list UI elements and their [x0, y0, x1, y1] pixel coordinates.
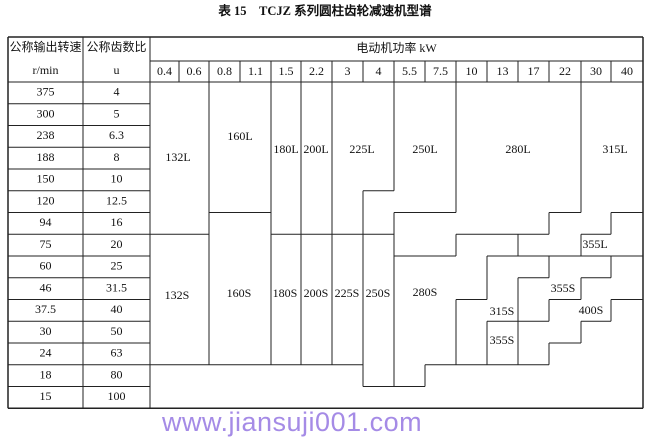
model-label: 355L	[582, 237, 607, 251]
model-label: 280S	[413, 285, 438, 299]
ratio-cell: 25	[111, 259, 123, 273]
model-label: 315L	[602, 142, 627, 156]
power-column-header: 17	[528, 64, 540, 78]
power-column-header: 1.1	[248, 64, 263, 78]
table-title: 表 15 TCJZ 系列圆柱齿轮减速机型谱	[217, 3, 432, 18]
power-column-header: 4	[376, 64, 382, 78]
power-column-header: 0.8	[217, 64, 232, 78]
power-column-header: 2.2	[309, 64, 324, 78]
watermark: www.jiansuji001.com	[162, 407, 423, 437]
speed-header: 公称输出转速	[9, 39, 81, 54]
model-label: 180S	[273, 286, 298, 300]
power-column-header: 22	[559, 64, 571, 78]
model-label: 355S	[490, 333, 515, 347]
model-label: 132L	[165, 150, 190, 164]
model-label: 280L	[505, 142, 530, 156]
model-label: 225S	[335, 286, 360, 300]
speed-cell: 60	[40, 259, 52, 273]
speed-cell: 94	[40, 215, 52, 229]
model-label: 250S	[366, 286, 391, 300]
model-label: 315S	[490, 304, 515, 318]
speed-cell: 15	[40, 389, 52, 403]
power-column-header: 0.4	[157, 64, 172, 78]
speed-cell: 120	[37, 193, 55, 207]
speed-cell: 75	[40, 237, 52, 251]
power-column-header: 13	[497, 64, 509, 78]
model-label: 132S	[165, 288, 190, 302]
speed-cell: 300	[37, 106, 55, 120]
speed-cell: 188	[37, 150, 55, 164]
speed-cell: 238	[37, 128, 55, 142]
ratio-cell: 20	[111, 237, 123, 251]
ratio-cell: 12.5	[106, 193, 127, 207]
ratio-cell: 50	[111, 324, 123, 338]
model-label: 200L	[303, 142, 328, 156]
ratio-unit: u	[114, 63, 120, 77]
power-column-header: 1.5	[279, 64, 294, 78]
power-column-header: 30	[590, 64, 602, 78]
speed-cell: 18	[40, 367, 52, 381]
power-column-header: 5.5	[402, 64, 417, 78]
ratio-cell: 4	[114, 85, 120, 99]
power-column-header: 10	[466, 64, 478, 78]
model-label: 400S	[579, 303, 604, 317]
model-label: 180L	[273, 142, 298, 156]
ratio-cell: 16	[111, 215, 123, 229]
ratio-cell: 8	[114, 150, 120, 164]
power-column-header: 0.6	[187, 64, 202, 78]
ratio-cell: 5	[114, 106, 120, 120]
model-label: 355S	[551, 281, 576, 295]
power-column-header: 40	[621, 64, 633, 78]
ratio-cell: 80	[111, 367, 123, 381]
power-column-header: 3	[345, 64, 351, 78]
model-label: 250L	[412, 142, 437, 156]
model-label: 160L	[227, 129, 252, 143]
speed-cell: 37.5	[35, 302, 56, 316]
speed-cell: 30	[40, 324, 52, 338]
power-header: 电动机功率 kW	[356, 40, 437, 55]
ratio-cell: 100	[108, 389, 126, 403]
ratio-cell: 6.3	[109, 128, 124, 142]
speed-cell: 24	[40, 346, 52, 360]
model-label: 160S	[227, 286, 252, 300]
power-column-header: 7.5	[433, 64, 448, 78]
ratio-cell: 31.5	[106, 280, 127, 294]
ratio-cell: 40	[111, 302, 123, 316]
ratio-header: 公称齿数比	[86, 39, 146, 54]
speed-cell: 375	[37, 85, 55, 99]
ratio-cell: 10	[111, 172, 123, 186]
speed-cell: 46	[40, 280, 52, 294]
speed-cell: 150	[37, 172, 55, 186]
ratio-cell: 63	[111, 346, 123, 360]
speed-unit: r/min	[33, 63, 59, 77]
model-label: 225L	[349, 142, 374, 156]
model-label: 200S	[304, 286, 329, 300]
